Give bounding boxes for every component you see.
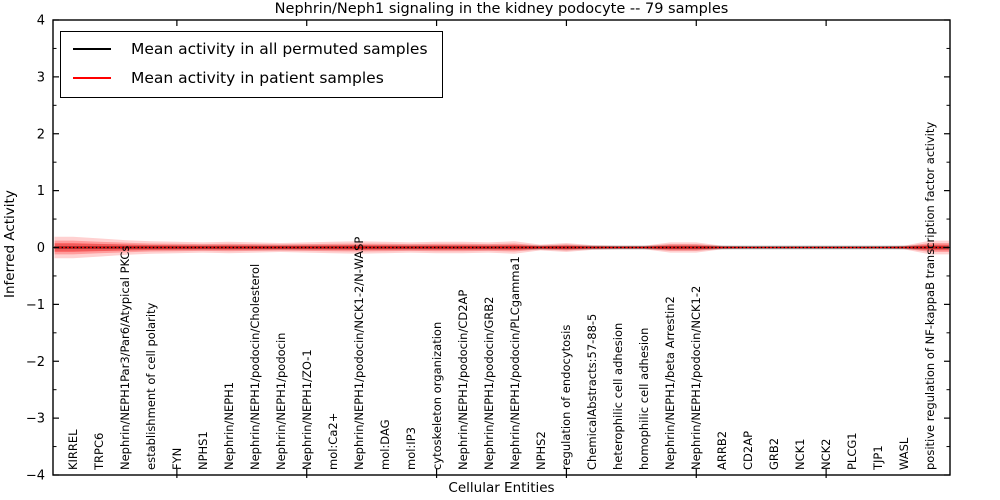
x-tick-label: positive regulation of NF-kappaB transcr…: [923, 121, 937, 470]
x-tick-label: NCK2: [819, 438, 834, 471]
patient-line-swatch: [73, 77, 111, 79]
x-tick-label: Nephrin/NEPH1/ZO-1: [299, 349, 314, 470]
y-tick-label: 2: [37, 127, 45, 142]
y-tick-label: 4: [37, 14, 45, 29]
x-tick-label: Nephrin/NEPH1/podocin/NCK1-2: [689, 285, 704, 470]
x-tick-label: ChemicalAbstracts:57-88-5: [585, 313, 600, 470]
x-axis-label: Cellular Entities: [448, 480, 555, 496]
x-tick-label: TJP1: [871, 445, 886, 470]
chart-title: Nephrin/Neph1 signaling in the kidney po…: [274, 1, 729, 17]
x-tick-label: FYN: [169, 447, 184, 470]
x-tick-label: establishment of cell polarity: [143, 302, 158, 470]
x-tick-label: Nephrin/NEPH1/podocin/Cholesterol: [247, 263, 262, 470]
x-tick-label: TRPC6: [92, 432, 106, 470]
x-tick-label: Nephrin/NEPH1/podocin/PLCgamma1: [507, 256, 522, 470]
x-tick-label: GRB2: [767, 437, 782, 470]
y-tick-label: 0: [37, 241, 45, 256]
x-tick-label: Nephrin/NEPH1/podocin/NCK1-2/N-WASP: [351, 236, 366, 470]
x-tick-label: Nephrin/NEPH1: [221, 381, 236, 470]
x-tick-label: regulation of endocytosis: [559, 324, 574, 470]
x-tick-label: PLCG1: [845, 432, 860, 470]
x-tick-label: Nephrin/NEPH1Par3/Par6/Atypical PKCs: [117, 245, 132, 470]
permuted-line-swatch: [73, 48, 111, 50]
y-tick-label: −2: [26, 355, 45, 370]
y-tick-label: −1: [26, 298, 45, 313]
x-tick-label: Nephrin/NEPH1/beta Arrestin2: [663, 296, 678, 470]
x-tick-label: NPHS1: [195, 431, 210, 470]
x-tick-label: Nephrin/NEPH1/podocin: [273, 332, 288, 470]
y-tick-label: −3: [26, 412, 45, 427]
x-tick-label: homophilic cell adhesion: [637, 327, 652, 470]
x-tick-label: ARRB2: [715, 430, 730, 470]
y-tick-label: 3: [37, 70, 45, 85]
x-tick-label: KIRREL: [66, 429, 80, 470]
x-tick-label: Nephrin/NEPH1/podocin/GRB2: [481, 296, 496, 470]
x-tick-label: cytoskeleton organization: [429, 321, 444, 470]
x-tick-label: Nephrin/NEPH1/podocin/CD2AP: [455, 289, 470, 470]
x-tick-label: CD2AP: [741, 430, 756, 470]
x-tick-label: mol:IP3: [403, 427, 418, 470]
x-tick-label: WASL: [897, 437, 911, 470]
legend-item: Mean activity in all permuted samples: [73, 40, 428, 58]
legend: Mean activity in all permuted samples Me…: [60, 31, 443, 98]
x-tick-label: mol:DAG: [377, 419, 392, 470]
x-tick-label: NCK1: [793, 438, 808, 471]
legend-item-label: Mean activity in all permuted samples: [131, 40, 428, 58]
legend-item: Mean activity in patient samples: [73, 69, 428, 87]
x-tick-label: heterophilic cell adhesion: [611, 322, 626, 470]
x-tick-label: mol:Ca2+: [325, 412, 340, 470]
y-tick-label: −4: [26, 469, 45, 484]
legend-item-label: Mean activity in patient samples: [131, 69, 384, 87]
x-tick-label: NPHS2: [533, 431, 548, 470]
y-tick-label: 1: [37, 184, 45, 199]
